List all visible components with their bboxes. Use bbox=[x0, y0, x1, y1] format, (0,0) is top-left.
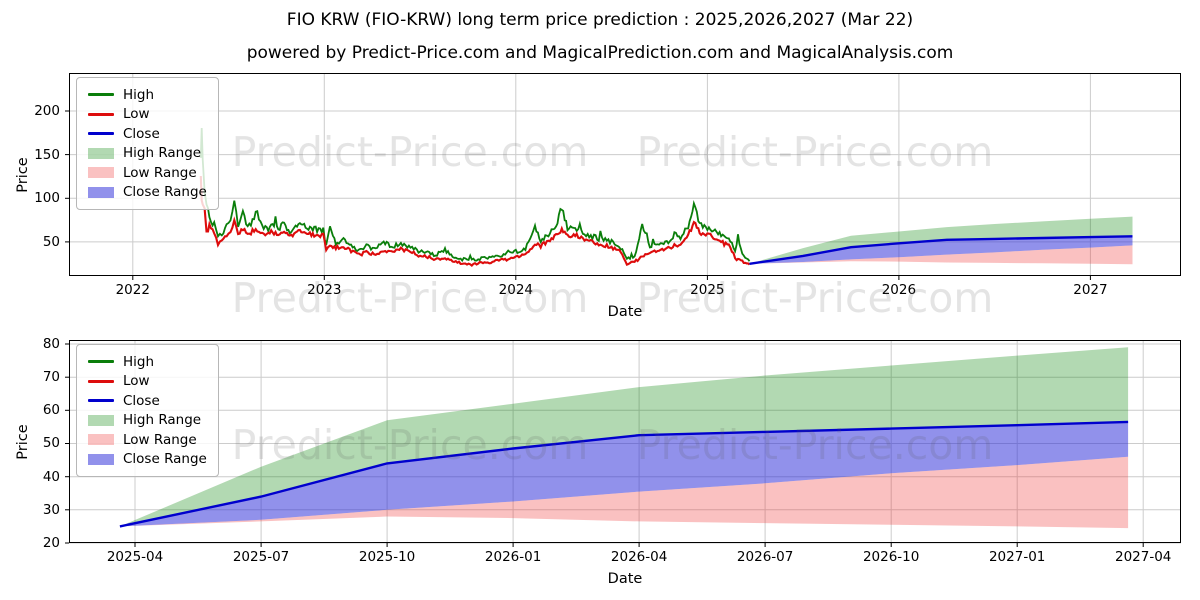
y-tick-label: 30 bbox=[42, 501, 60, 518]
y-tick-label: 100 bbox=[34, 190, 60, 207]
legend-item: Low bbox=[88, 372, 207, 392]
axis-ticks bbox=[65, 110, 1091, 280]
x-tick-label: 2026-07 bbox=[736, 549, 794, 565]
legend-swatch-low bbox=[88, 112, 114, 116]
x-tick-label: 2025-10 bbox=[358, 549, 416, 565]
legend-item: Close bbox=[88, 124, 207, 144]
legend-item: Low Range bbox=[88, 430, 207, 450]
legend-swatch-high bbox=[88, 360, 114, 364]
legend-item: High bbox=[88, 352, 207, 372]
chart-overview: 2022 2023 2024 2025 2026 2027 50 100 150 200 Date P… bbox=[15, 73, 1181, 320]
page-title: FIO KRW (FIO-KRW) long term price predic… bbox=[286, 10, 914, 30]
y-tick-label: 80 bbox=[42, 335, 60, 352]
x-tick-label: 2027-01 bbox=[988, 549, 1046, 565]
x-tick-label: 2023 bbox=[307, 282, 342, 298]
legend-item: Close bbox=[88, 391, 207, 411]
y-tick-label: 50 bbox=[42, 233, 60, 250]
y-axis-label: Price bbox=[15, 156, 31, 193]
high-range-area bbox=[119, 347, 1129, 527]
legend-item-label: High Range bbox=[123, 145, 202, 162]
y-tick-label: 150 bbox=[34, 146, 60, 163]
legend: High Low Close High Range Low Range Close Ran… bbox=[76, 77, 219, 210]
y-tick-label: 70 bbox=[42, 369, 60, 386]
close-range-area bbox=[119, 421, 1129, 527]
legend-swatch-low-range bbox=[88, 434, 114, 446]
legend-item-label: Low Range bbox=[123, 164, 197, 181]
grid-lines bbox=[69, 73, 1181, 276]
y-tick-label: 40 bbox=[42, 468, 60, 485]
y-tick-label: 60 bbox=[42, 402, 60, 419]
high-line bbox=[199, 127, 751, 263]
x-tick-label: 2024 bbox=[498, 282, 534, 298]
legend-swatch-low bbox=[88, 379, 114, 383]
x-tick-label: 2026-10 bbox=[862, 549, 920, 565]
x-tick-label: 2026 bbox=[881, 282, 917, 298]
legend-item: Close Range bbox=[88, 450, 207, 470]
legend-swatch-high-range bbox=[88, 414, 114, 426]
legend-item-label: Low Range bbox=[123, 431, 197, 448]
x-tick-label: 2027 bbox=[1073, 282, 1108, 298]
chart-prediction-detail: 2025-04 2025-07 2025-10 2026-01 2026-04 2026-… bbox=[15, 336, 1181, 587]
legend-swatch-high bbox=[88, 93, 114, 97]
legend-item: High bbox=[88, 85, 207, 105]
legend: High Low Close High Range Low Range Close Ran… bbox=[76, 344, 219, 477]
x-tick-label: 2027-04 bbox=[1114, 549, 1172, 565]
x-axis-label: Date bbox=[607, 304, 643, 320]
plot-frame bbox=[69, 340, 1181, 543]
close-line bbox=[119, 420, 1129, 528]
plot-area-prediction_detail bbox=[65, 340, 1181, 547]
legend-swatch-close-range bbox=[88, 186, 114, 198]
legend-item: Close Range bbox=[88, 183, 207, 203]
y-tick-label: 50 bbox=[42, 435, 60, 452]
x-axis-label: Date bbox=[607, 571, 643, 587]
legend-item-label: Low bbox=[123, 373, 150, 390]
x-tick-label: 2026-04 bbox=[610, 549, 668, 565]
legend-item-label: Close bbox=[123, 392, 160, 409]
legend-item: Low bbox=[88, 105, 207, 125]
low-range-area bbox=[119, 456, 1129, 529]
legend-swatch-close-range bbox=[88, 453, 114, 465]
low-range-area bbox=[749, 245, 1133, 265]
legend-item-label: High bbox=[123, 353, 155, 370]
legend-swatch-close bbox=[88, 132, 114, 136]
x-tick-label: 2022 bbox=[115, 282, 150, 298]
legend-item-label: High bbox=[123, 86, 155, 103]
legend-item-label: Close bbox=[123, 125, 160, 142]
legend-item: High Range bbox=[88, 411, 207, 431]
x-tick-label: 2026-01 bbox=[484, 549, 542, 565]
legend-item-label: Close Range bbox=[123, 451, 207, 468]
axis-ticks bbox=[65, 343, 1144, 547]
legend-swatch-high-range bbox=[88, 147, 114, 159]
x-tick-label: 2025 bbox=[690, 282, 725, 298]
y-tick-label: 20 bbox=[42, 535, 60, 551]
legend-item-label: Close Range bbox=[123, 184, 207, 201]
close-range-area bbox=[749, 236, 1133, 264]
x-tick-label: 2025-04 bbox=[106, 549, 164, 565]
y-axis-label: Price bbox=[15, 423, 31, 460]
y-tick-label: 200 bbox=[34, 102, 60, 119]
page-subtitle: powered by Predict-Price.com and Magical… bbox=[246, 43, 954, 63]
close-line bbox=[749, 235, 1133, 265]
plot-frame bbox=[69, 73, 1181, 276]
plot-area-overview bbox=[65, 73, 1181, 280]
legend-item-label: Low bbox=[123, 106, 150, 123]
low-line bbox=[199, 175, 751, 268]
x-tick-label: 2025-07 bbox=[232, 549, 290, 565]
legend-item: High Range bbox=[88, 144, 207, 164]
legend-item-label: High Range bbox=[123, 412, 202, 429]
legend-swatch-close bbox=[88, 399, 114, 403]
legend-item: Low Range bbox=[88, 163, 207, 183]
legend-swatch-low-range bbox=[88, 167, 114, 179]
